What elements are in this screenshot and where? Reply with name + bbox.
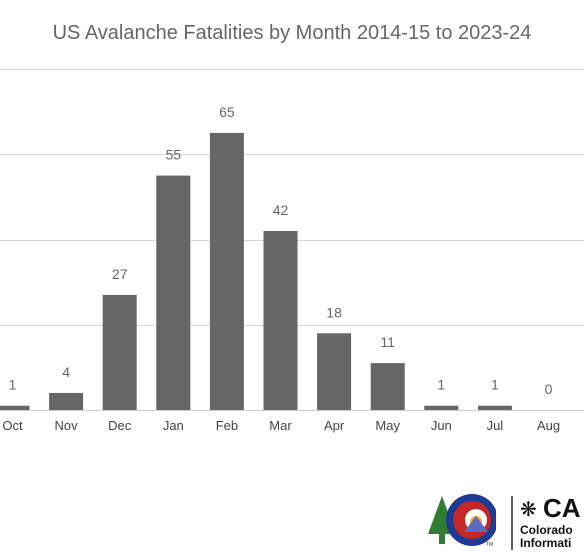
x-tick-apr: Apr [324, 418, 345, 433]
caic-logo-graphic: TM ❋ CA Colorado Informati [428, 490, 584, 552]
data-label-dec: 27 [112, 266, 128, 282]
bar-jul [477, 405, 512, 410]
logo-line-1: Colorado [520, 523, 573, 537]
bar-oct [0, 405, 30, 410]
data-label-mar: 42 [273, 202, 289, 218]
bar-mar [263, 230, 298, 410]
x-tick-labels: Oct Nov Dec Jan Feb Mar Apr May Jun Jul Aug [2, 418, 560, 433]
trademark-mark: TM [486, 542, 493, 548]
bar-may [370, 363, 405, 410]
data-label-nov: 4 [62, 364, 70, 380]
caic-logo: TM ❋ CA Colorado Informati [424, 490, 584, 552]
data-label-oct: 1 [9, 377, 17, 393]
logo-line-2: Informati [520, 536, 571, 550]
bars [0, 132, 512, 410]
bar-jun [424, 405, 459, 410]
x-tick-jan: Jan [163, 418, 184, 433]
x-tick-jul: Jul [487, 418, 504, 433]
x-tick-may: May [375, 418, 400, 433]
x-tick-nov: Nov [55, 418, 79, 433]
bar-feb [209, 132, 244, 410]
x-tick-aug: Aug [537, 418, 560, 433]
x-tick-mar: Mar [269, 418, 292, 433]
data-label-aug: 0 [545, 381, 553, 397]
data-label-jun: 1 [437, 377, 445, 393]
x-tick-jun: Jun [431, 418, 452, 433]
bar-nov [49, 392, 84, 410]
bar-dec [102, 294, 137, 410]
chart-title: US Avalanche Fatalities by Month 2014-15… [52, 22, 532, 44]
x-tick-feb: Feb [216, 418, 238, 433]
data-label-may: 11 [380, 334, 395, 350]
data-label-feb: 65 [219, 104, 235, 120]
data-label-jan: 55 [166, 147, 182, 163]
x-tick-oct: Oct [2, 418, 23, 433]
logo-brand-text: CA [543, 493, 581, 523]
snowflake-icon: ❋ [520, 499, 537, 521]
bar-jan [156, 175, 191, 410]
data-label-jul: 1 [491, 377, 499, 393]
data-label-apr: 18 [326, 304, 342, 320]
bar-apr [317, 333, 352, 410]
x-tick-dec: Dec [108, 418, 132, 433]
